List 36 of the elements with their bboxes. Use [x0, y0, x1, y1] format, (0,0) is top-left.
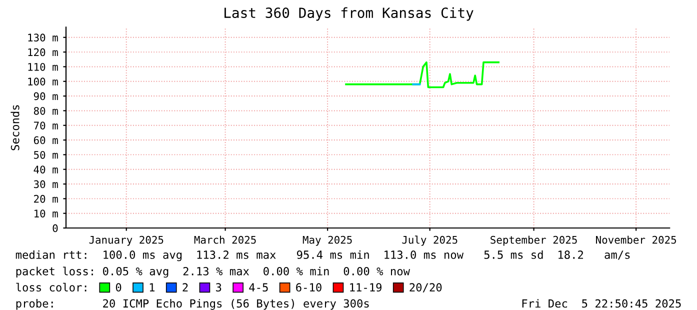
x-tick-label: September 2025 — [490, 236, 577, 246]
x-tick-label: July 2025 — [402, 236, 458, 246]
y-tick-label: 90 m — [34, 92, 58, 100]
y-axis-title: Seconds — [10, 105, 20, 150]
text: Fri Dec 5 22:50:45 2025 — [522, 299, 681, 308]
y-tick-label: 120 m — [28, 48, 58, 56]
y-tick-label: 50 m — [34, 150, 58, 159]
chart-title: Last 360 Days from Kansas City — [224, 7, 474, 21]
y-tick-label: 70 m — [34, 122, 58, 130]
text: probe: 20 ICMP Echo Pings (56 Bytes) every 300s — [16, 299, 369, 310]
legend-label: 20/20 — [410, 283, 442, 292]
legend-label: 6-10 — [296, 283, 322, 292]
y-tick-label: 130 m — [28, 34, 58, 42]
x-tick-label: March 2025 — [194, 236, 256, 244]
y-tick-label: 100 m — [28, 78, 58, 86]
y-tick-label: 110 m — [28, 62, 58, 71]
line-series — [345, 61, 500, 88]
y-tick-label: 80 m — [34, 106, 58, 115]
y-tick-label: 20 m — [34, 194, 58, 203]
x-tick-label: November 2025 — [596, 236, 676, 244]
legend-label: 2 — [182, 283, 188, 292]
y-tick-label: 10 m — [34, 210, 58, 218]
y-tick-label: 30 m — [34, 180, 58, 188]
legend-label: 4-5 — [249, 283, 268, 292]
legend-label: 0 — [116, 283, 122, 292]
legend-label: 3 — [216, 283, 222, 292]
legend-title: loss color: — [16, 282, 86, 292]
y-tick-label: 40 m — [34, 166, 58, 174]
y-tick-label: 0 — [52, 224, 58, 232]
x-tick-label: May 2025 — [302, 236, 352, 246]
legend-label: 11-19 — [350, 283, 382, 292]
x-tick-label: January 2025 — [89, 236, 164, 246]
text: median rtt: 100.0 ms avg 113.2 ms max 95.4 ms min 113.0 ms now 5.5 ms sd 18.2 am/s — [16, 250, 630, 262]
legend-label: 1 — [150, 283, 154, 292]
text: packet loss: 0.05 % avg 2.13 % max 0.00 % min 0.00 % now — [16, 266, 410, 278]
y-tick-label: 60 m — [34, 136, 58, 144]
